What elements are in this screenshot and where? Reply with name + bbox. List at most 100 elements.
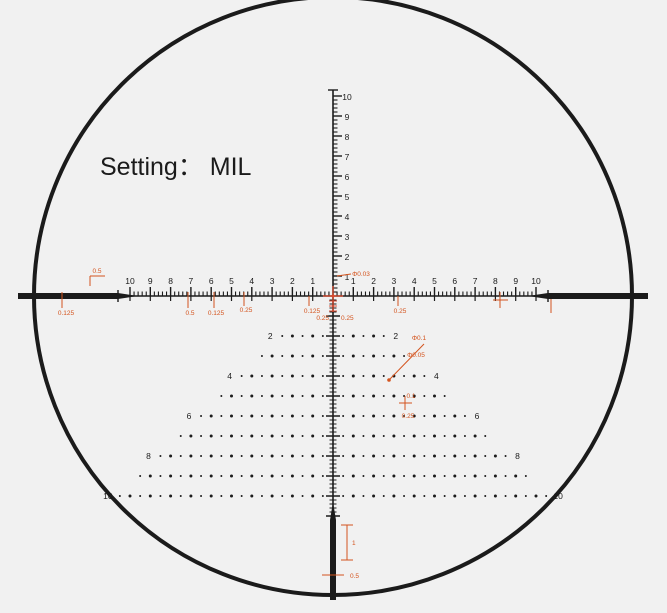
annot-right-inner-1: 0.25 xyxy=(394,308,407,315)
tree-dot xyxy=(250,414,254,418)
tree-dot xyxy=(372,474,376,478)
h-major-label: 9 xyxy=(513,276,518,286)
tree-dot xyxy=(281,355,284,357)
tree-dot xyxy=(220,395,223,397)
tree-dot xyxy=(412,494,416,498)
tree-dot xyxy=(270,454,274,458)
tree-dot xyxy=(493,494,497,498)
tree-dot xyxy=(473,434,477,438)
right-thick-post xyxy=(548,293,648,299)
tree-dot xyxy=(209,494,213,498)
tree-dot xyxy=(159,455,162,457)
tree-dot xyxy=(403,355,406,357)
tree-dot xyxy=(250,394,254,398)
tree-dot xyxy=(270,414,274,418)
annot-bottom-post-v: 1 xyxy=(352,540,356,547)
tree-dot xyxy=(209,454,213,458)
tree-dot xyxy=(392,454,396,458)
tree-dot xyxy=(372,414,376,418)
tree-dot xyxy=(128,494,132,498)
tree-dot xyxy=(301,375,304,377)
tree-dot xyxy=(148,494,152,498)
tree-dot xyxy=(281,455,284,457)
tree-dot xyxy=(342,395,345,397)
tree-dot xyxy=(493,474,497,478)
tree-dot xyxy=(433,454,436,458)
tree-dot xyxy=(453,474,457,478)
tree-row-label-right: 2 xyxy=(393,331,398,341)
tree-dot xyxy=(240,475,243,477)
h-major-label: 8 xyxy=(493,276,498,286)
tree-dot xyxy=(362,415,365,417)
tree-dot xyxy=(372,394,376,398)
tree-dot xyxy=(453,414,457,418)
tree-dot xyxy=(382,455,385,457)
tree-dot xyxy=(403,375,406,377)
tree-dot xyxy=(362,495,365,497)
tree-dot xyxy=(260,435,263,437)
tree-dot xyxy=(169,474,173,478)
tree-dot xyxy=(443,475,446,477)
tree-dot xyxy=(412,434,416,438)
tree-row-label-left: 6 xyxy=(187,411,192,421)
h-major-label: 3 xyxy=(392,276,397,286)
tree-dot xyxy=(342,355,345,357)
tree-dot xyxy=(392,474,396,478)
tree-dot xyxy=(311,434,315,438)
annot-center-below-right: 0.25 xyxy=(341,315,354,322)
tree-dot xyxy=(351,394,355,398)
annot-center-below-left: 0.25 xyxy=(316,315,329,322)
tree-dot xyxy=(281,495,284,497)
tree-dot xyxy=(392,394,396,398)
tree-dot xyxy=(270,374,274,378)
tree-dot xyxy=(342,375,345,377)
tree-dot xyxy=(403,435,406,437)
tree-dot xyxy=(321,375,324,377)
tree-dot xyxy=(250,494,254,498)
annot-leader xyxy=(388,343,425,381)
tree-dot xyxy=(321,495,324,497)
tree-dot xyxy=(433,474,436,478)
tree-dot xyxy=(290,394,294,398)
tree-dot xyxy=(250,454,254,458)
tree-dot xyxy=(311,474,315,478)
v-major-label: 3 xyxy=(345,232,350,242)
tree-dot xyxy=(311,354,315,358)
tree-dot xyxy=(443,455,446,457)
tree-dot xyxy=(240,455,243,457)
h-major-label: 10 xyxy=(531,276,541,286)
tree-dot xyxy=(524,495,527,497)
tree-dot xyxy=(290,414,294,418)
left-thick-post xyxy=(18,293,118,299)
tree-dot xyxy=(351,334,355,338)
tree-dot xyxy=(342,495,345,497)
tree-dot xyxy=(260,395,263,397)
tree-dot xyxy=(484,475,487,477)
tree-dot xyxy=(362,435,365,437)
right-post-taper xyxy=(528,293,548,299)
tree-dot xyxy=(443,435,446,437)
tree-dot xyxy=(403,455,406,457)
tree-dot xyxy=(260,475,263,477)
tree-dot xyxy=(311,494,315,498)
left-post-taper xyxy=(118,293,138,299)
tree-row-label-left: 2 xyxy=(268,331,273,341)
tree-dot xyxy=(240,495,243,497)
tree-row-label-right: 10 xyxy=(553,491,563,501)
tree-dot xyxy=(301,355,304,357)
v-major-label: 10 xyxy=(342,92,352,102)
v-major-label: 7 xyxy=(345,152,350,162)
tree-dot xyxy=(321,475,324,477)
tree-dot xyxy=(250,374,254,378)
tree-dot xyxy=(433,394,436,398)
tree-dot xyxy=(473,494,477,498)
tree-dot xyxy=(159,475,162,477)
tree-dot xyxy=(351,494,355,498)
tree-dot xyxy=(321,455,324,457)
tree-dot xyxy=(351,454,355,458)
tree-dot xyxy=(392,414,396,418)
tree-dot xyxy=(200,435,203,437)
tree-dot xyxy=(230,414,233,418)
tree-dot xyxy=(270,434,274,438)
